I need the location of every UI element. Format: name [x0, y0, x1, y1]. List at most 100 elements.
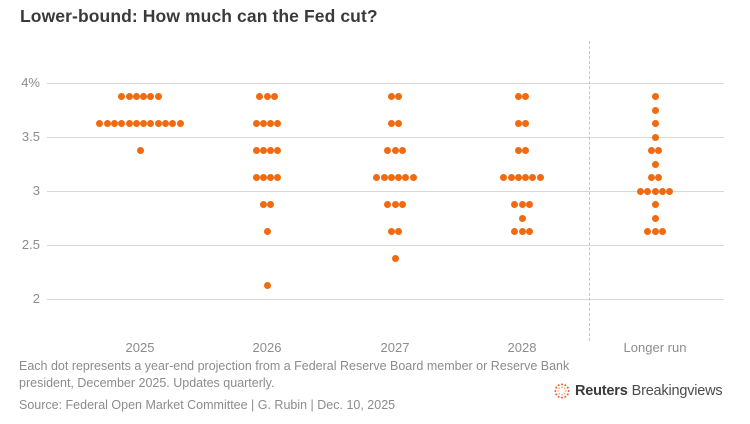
projection-dot	[140, 120, 148, 127]
projection-dot	[398, 201, 406, 208]
projection-dot	[259, 120, 267, 127]
projection-dot	[518, 214, 526, 222]
projection-dot	[140, 93, 148, 100]
projection-dot	[373, 174, 381, 181]
x-axis-column-label: 2028	[507, 340, 537, 355]
y-gridline	[47, 191, 724, 192]
projection-dot	[644, 187, 652, 195]
brand-suffix: Breakingviews	[631, 383, 723, 399]
y-axis-tick-label: 2.5	[21, 237, 40, 252]
projection-dot	[384, 201, 392, 208]
projection-dot	[651, 160, 659, 168]
projection-dot	[409, 174, 417, 181]
projection-dot	[511, 228, 519, 235]
projection-dot	[651, 214, 659, 222]
y-gridline	[47, 83, 724, 84]
x-axis-column-label: 2027	[380, 340, 410, 355]
projection-dot	[154, 120, 162, 127]
projection-dot	[658, 228, 666, 235]
projection-dot	[395, 174, 403, 181]
projection-dot	[514, 120, 522, 127]
projection-dot	[666, 187, 674, 195]
projection-dot	[522, 120, 530, 127]
projection-dot	[136, 147, 144, 154]
projection-dot	[274, 120, 282, 127]
projection-dot	[651, 133, 659, 141]
x-axis-column-label: 2025	[125, 340, 155, 355]
projection-dot	[536, 174, 544, 181]
y-gridline	[47, 299, 724, 300]
projection-dot	[655, 147, 663, 154]
projection-dot	[118, 93, 126, 100]
projection-dot	[252, 147, 260, 154]
projection-dot	[651, 187, 659, 195]
longer-run-divider	[589, 41, 590, 341]
projection-dot	[651, 106, 659, 114]
projection-dot	[651, 201, 659, 208]
y-axis-tick-label: 4%	[21, 75, 40, 90]
projection-dot	[518, 201, 526, 208]
projection-dot	[125, 93, 133, 100]
projection-dot	[259, 201, 267, 208]
projection-dot	[384, 147, 392, 154]
projection-dot	[176, 120, 184, 127]
projection-dot	[132, 93, 140, 100]
projection-dot	[118, 120, 126, 127]
projection-dot	[387, 120, 395, 127]
projection-dot	[644, 228, 652, 235]
projection-dot	[525, 228, 533, 235]
projection-dot	[125, 120, 133, 127]
brand-name: Reuters	[575, 383, 628, 399]
projection-dot	[169, 120, 177, 127]
projection-dot	[658, 187, 666, 195]
projection-dot	[252, 120, 260, 127]
projection-dot	[387, 228, 395, 235]
projection-dot	[395, 228, 403, 235]
projection-dot	[651, 93, 659, 100]
projection-dot	[636, 187, 644, 195]
projection-dot	[267, 120, 275, 127]
projection-dot	[507, 174, 515, 181]
projection-dot	[522, 174, 530, 181]
projection-dot	[500, 174, 508, 181]
projection-dot	[154, 93, 162, 100]
y-axis-tick-label: 3	[32, 183, 40, 198]
projection-dot	[132, 120, 140, 127]
projection-dot	[395, 93, 403, 100]
projection-dot	[110, 120, 118, 127]
projection-dot	[263, 228, 271, 235]
projection-dot	[256, 93, 264, 100]
projection-dot	[391, 255, 399, 262]
projection-dot	[522, 93, 530, 100]
projection-dot	[525, 201, 533, 208]
source-line: Source: Federal Open Market Committee | …	[19, 398, 396, 412]
projection-dot	[162, 120, 170, 127]
y-gridline	[47, 245, 724, 246]
projection-dot	[263, 93, 271, 100]
projection-dot	[387, 174, 395, 181]
projection-dot	[402, 174, 410, 181]
chart-footnote: Each dot represents a year-end projectio…	[19, 359, 570, 390]
y-axis-tick-label: 2	[32, 291, 40, 306]
projection-dot	[391, 201, 399, 208]
chart-title: Lower-bound: How much can the Fed cut?	[20, 6, 378, 26]
projection-dot	[267, 174, 275, 181]
projection-dot	[647, 174, 655, 181]
projection-dot	[274, 147, 282, 154]
projection-dot	[259, 147, 267, 154]
projection-dot	[514, 147, 522, 154]
projection-dot	[391, 147, 399, 154]
projection-dot	[518, 228, 526, 235]
projection-dot	[103, 120, 111, 127]
projection-dot	[529, 174, 537, 181]
projection-dot	[395, 120, 403, 127]
brand-logo: Reuters Breakingviews	[553, 381, 723, 401]
y-axis-tick-label: 3.5	[21, 129, 40, 144]
projection-dot	[270, 93, 278, 100]
projection-dot	[387, 93, 395, 100]
projection-dot	[398, 147, 406, 154]
projection-dot	[511, 201, 519, 208]
projection-dot	[259, 174, 267, 181]
x-axis-column-label: Longer run	[623, 340, 687, 355]
projection-dot	[514, 174, 522, 181]
